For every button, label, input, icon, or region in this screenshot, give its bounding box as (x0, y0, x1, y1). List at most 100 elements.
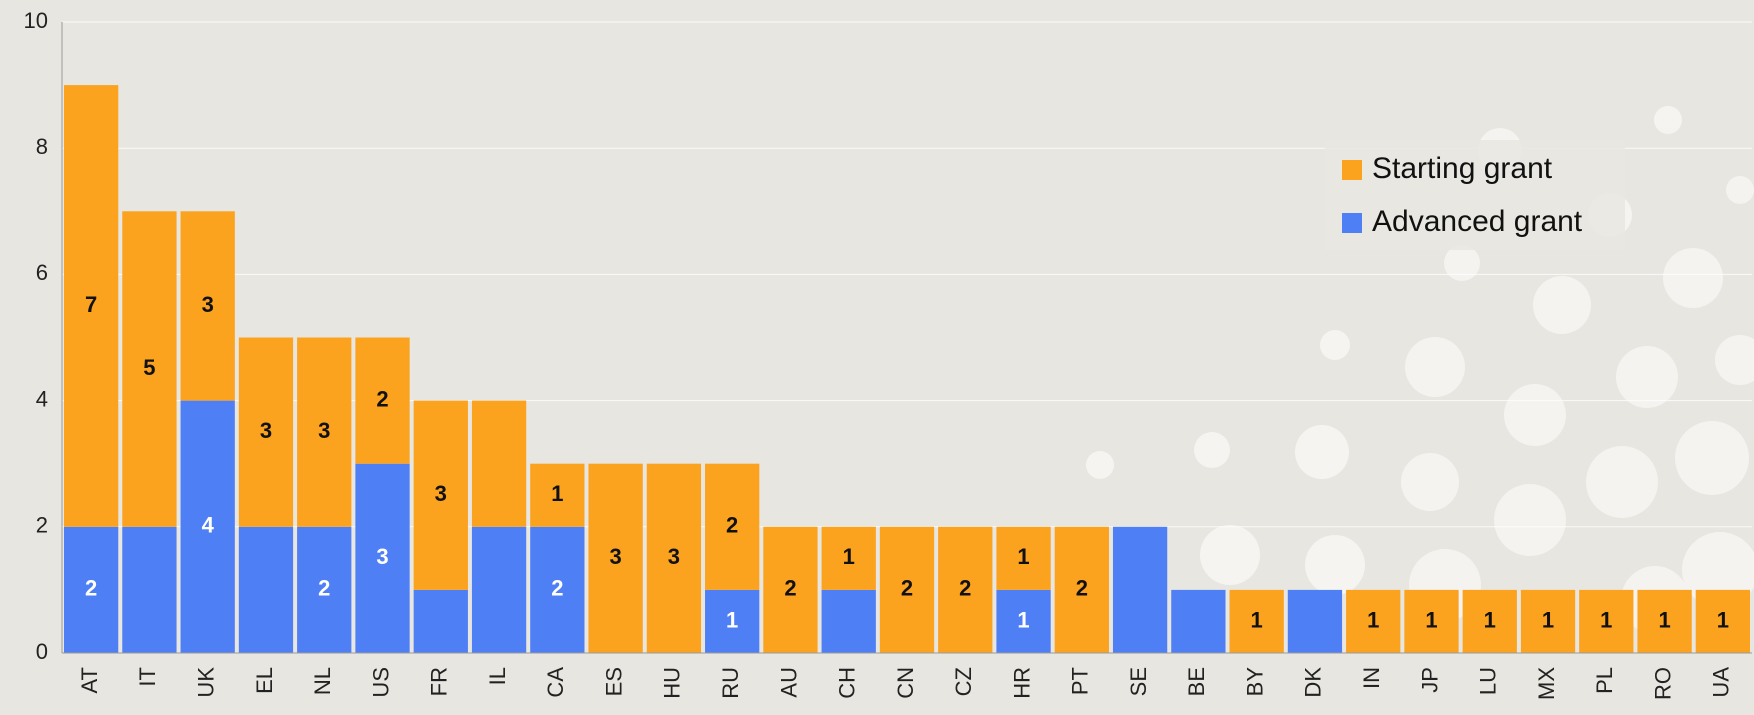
value-label: 2 (551, 576, 563, 601)
value-label: 1 (843, 544, 855, 569)
x-tick-label: SE (1126, 667, 1151, 696)
bar-segment (705, 463, 760, 590)
x-tick-label: FR (427, 667, 452, 696)
x-tick-label: AT (77, 667, 102, 693)
x-tick-label: HR (1009, 667, 1034, 699)
legend-label: Advanced grant (1372, 205, 1583, 238)
bar-segment (122, 211, 177, 527)
value-label: 1 (551, 481, 563, 506)
value-label: 1 (1717, 607, 1729, 632)
bar-segment (297, 526, 352, 653)
bar-segment (64, 85, 119, 527)
value-label: 1 (1425, 607, 1437, 632)
y-tick-label: 8 (36, 134, 48, 159)
bar-segment (1346, 589, 1401, 653)
bar-segment (1229, 589, 1284, 653)
x-tick-label: PT (1068, 667, 1093, 695)
value-label: 4 (202, 513, 215, 538)
bar-segment (355, 463, 410, 653)
bar-segment (355, 337, 410, 464)
value-label: 3 (609, 544, 621, 569)
x-tick-label: BY (1242, 667, 1267, 697)
bar-segment (1520, 589, 1576, 653)
bar-segment (180, 400, 235, 653)
bar-segment (180, 211, 235, 401)
value-label: 3 (668, 544, 680, 569)
bar-segment (471, 400, 527, 527)
bar-segment (471, 526, 527, 653)
y-tick-label: 2 (36, 513, 48, 538)
bar-segment (530, 526, 585, 653)
value-label: 1 (1658, 607, 1670, 632)
x-tick-label: IN (1359, 667, 1384, 689)
x-tick-label: LU (1476, 667, 1501, 695)
bar-segment (297, 337, 352, 527)
x-tick-label: CN (893, 667, 918, 699)
value-label: 5 (143, 355, 155, 380)
bar-segment (1637, 589, 1692, 653)
bar-segment (1579, 589, 1634, 653)
x-tick-label: CA (543, 667, 568, 698)
plot: 0 2 4 6 8 10 2 7 AT 5 IT 4 3 UK 3 EL 2 3 NL 3 2 US 3 FR IL 2 1 CA 3 E… (24, 8, 1752, 700)
x-tick-label: UA (1709, 667, 1734, 698)
value-label: 2 (726, 513, 738, 538)
bar-segment (588, 463, 643, 653)
bar-segment (996, 526, 1051, 590)
bar-segment (879, 526, 935, 653)
bar-segment (413, 589, 468, 653)
bar-segment (1171, 589, 1226, 653)
bar-segment (238, 337, 294, 527)
x-tick-label: HU (660, 667, 685, 699)
x-tick-label: CH (835, 667, 860, 699)
x-tick-label: DK (1301, 667, 1326, 698)
x-tick-label: NL (310, 667, 335, 695)
bar-segment (996, 589, 1051, 653)
value-label: 1 (1251, 607, 1263, 632)
x-tick-label: EL (252, 667, 277, 694)
bar-segment (1695, 589, 1750, 653)
x-tick-label: AU (776, 667, 801, 698)
x-tick-label: MX (1534, 667, 1559, 700)
value-label: 1 (1367, 607, 1379, 632)
value-label: 1 (726, 607, 738, 632)
bar-segment (238, 526, 294, 653)
value-label: 2 (959, 576, 971, 601)
value-label: 3 (435, 481, 447, 506)
bar-segment (1462, 589, 1517, 653)
legend-swatch (1342, 213, 1362, 233)
x-tick-label: RO (1650, 667, 1675, 700)
bar-segment (821, 589, 876, 653)
bar-segment (530, 463, 585, 527)
value-label: 1 (1017, 607, 1029, 632)
bar-segment (821, 526, 876, 590)
x-tick-label: US (368, 667, 393, 698)
bar-segment (763, 526, 818, 653)
value-label: 2 (901, 576, 913, 601)
x-tick-label: JP (1417, 667, 1442, 693)
bar-segment (122, 526, 177, 653)
value-label: 1 (1600, 607, 1612, 632)
value-label: 1 (1017, 544, 1029, 569)
value-label: 3 (376, 544, 388, 569)
value-label: 1 (1484, 607, 1496, 632)
bar-segment (1112, 526, 1168, 653)
value-label: 7 (85, 292, 97, 317)
value-label: 3 (318, 418, 330, 443)
x-tick-label: ES (601, 667, 626, 696)
bar-segment (64, 526, 119, 653)
y-tick-label: 6 (36, 260, 48, 285)
value-label: 1 (1542, 607, 1554, 632)
bar-segment (1287, 589, 1343, 653)
value-label: 3 (260, 418, 272, 443)
y-tick-label: 10 (24, 8, 48, 33)
legend-label: Starting grant (1372, 152, 1553, 185)
x-tick-label: RU (718, 667, 743, 699)
x-tick-label: PL (1592, 667, 1617, 694)
value-label: 3 (202, 292, 214, 317)
x-tick-label: UK (194, 667, 219, 698)
y-tick-label: 4 (36, 386, 48, 411)
value-label: 2 (318, 576, 330, 601)
bar-segment (646, 463, 702, 653)
legend-swatch (1342, 160, 1362, 180)
